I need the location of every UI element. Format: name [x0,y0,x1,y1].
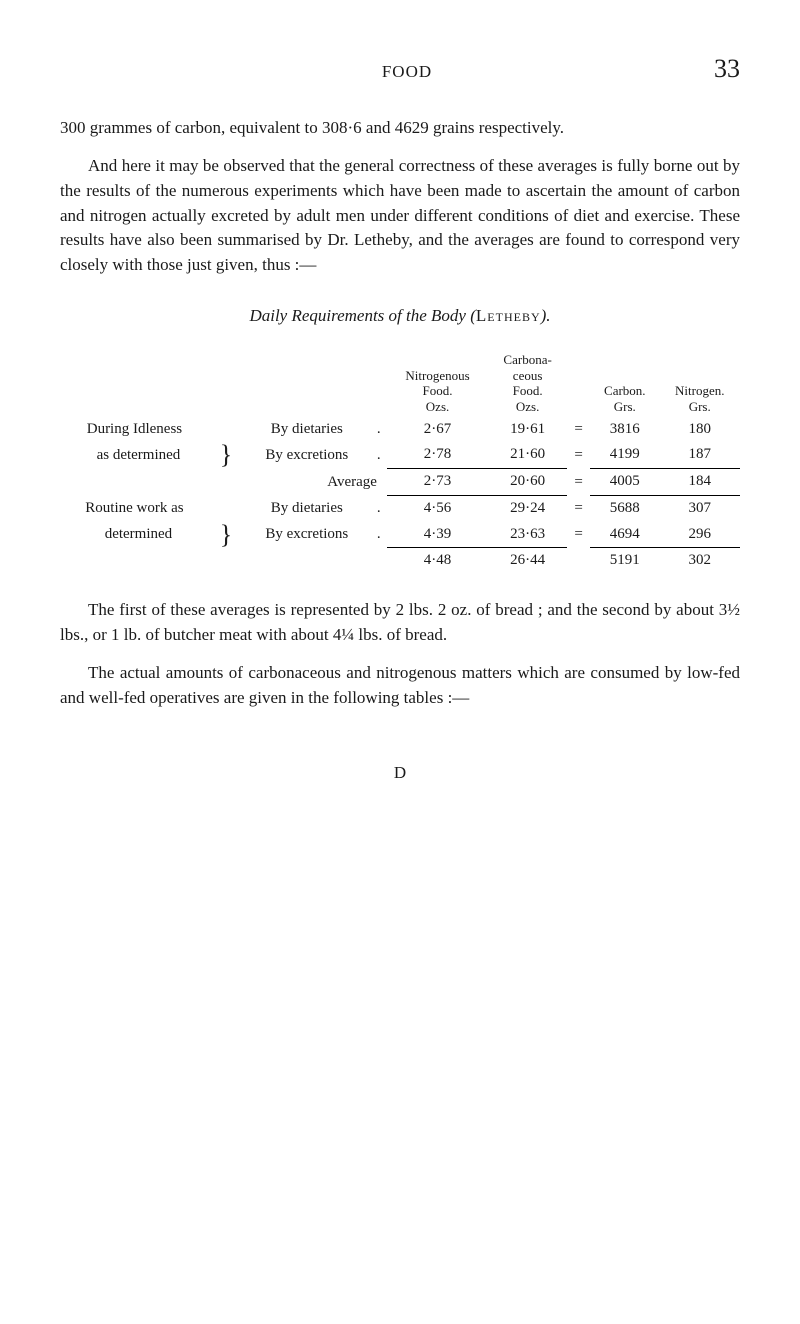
paragraph-1: 300 grammes of carbon, equivalent to 308… [60,116,740,141]
cell: 4·48 [387,548,488,574]
cell: = [567,495,590,521]
cell: 4694 [590,522,659,548]
col-nitrogen: Nitrogen. Grs. [659,350,740,416]
table-row: Routine work as } By dietaries . 4·56 29… [60,495,740,521]
col-carbonaceous: Carbona- ceous Food. Ozs. [488,350,567,416]
cell: 21·60 [488,442,567,468]
table-row-total: 4·48 26·44 5191 302 [60,548,740,574]
cell: 302 [659,548,740,574]
paren-close: ). [541,306,551,325]
paragraph-4: The actual amounts of carbonaceous and n… [60,661,740,710]
cell: 4005 [590,469,659,496]
cell: 20·60 [488,469,567,496]
group1-label-b: as determined [60,442,209,468]
signature-mark: D [60,761,740,786]
by-excretions: By excretions [243,442,370,468]
table-row-average: Average 2·73 20·60 = 4005 184 [60,469,740,496]
paragraph-2: And here it may be observed that the gen… [60,154,740,277]
cell: 187 [659,442,740,468]
col-nitrogenous: Nitrogenous Food. Ozs. [387,350,488,416]
col-carbon: Carbon. Grs. [590,350,659,416]
cell: 26·44 [488,548,567,574]
cell: 307 [659,495,740,521]
paren-open: ( [466,306,476,325]
section-title-italic: Daily Requirements of the Body [249,306,466,325]
group1-label-a: During Idleness [60,417,209,443]
cell: 180 [659,417,740,443]
cell: = [567,442,590,468]
running-head: FOOD [100,60,714,85]
cell: 23·63 [488,522,567,548]
cell: 5688 [590,495,659,521]
table-row: During Idleness } By dietaries . 2·67 19… [60,417,740,443]
dot: . [370,417,386,443]
table-row: as determined By excretions . 2·78 21·60… [60,442,740,468]
group2-label-b: determined [60,522,209,548]
requirements-table: Nitrogenous Food. Ozs. Carbona- ceous Fo… [60,350,740,574]
page-number: 33 [714,50,740,88]
cell: 2·73 [387,469,488,496]
cell: 5191 [590,548,659,574]
dot: . [370,442,386,468]
by-dietaries: By dietaries [243,495,370,521]
dot: . [370,495,386,521]
paragraph-3: The first of these averages is represent… [60,598,740,647]
page-header: FOOD 33 [60,50,740,88]
cell: 3816 [590,417,659,443]
by-excretions: By excretions [243,522,370,548]
cell: 19·61 [488,417,567,443]
cell: 4·39 [387,522,488,548]
average-label: Average [243,469,387,496]
cell: 184 [659,469,740,496]
table-head: Nitrogenous Food. Ozs. Carbona- ceous Fo… [60,350,740,416]
cell: 29·24 [488,495,567,521]
cell: = [567,417,590,443]
cell: 4199 [590,442,659,468]
group2-label-a: Routine work as [60,495,209,521]
cell: 2·67 [387,417,488,443]
cell: 4·56 [387,495,488,521]
cell: 296 [659,522,740,548]
by-dietaries: By dietaries [243,417,370,443]
dot: . [370,522,386,548]
section-title-smallcaps: Letheby [476,306,541,325]
table-row: determined By excretions . 4·39 23·63 = … [60,522,740,548]
section-title: Daily Requirements of the Body (Letheby)… [60,304,740,329]
cell: 2·78 [387,442,488,468]
cell: = [567,469,590,496]
cell: = [567,522,590,548]
